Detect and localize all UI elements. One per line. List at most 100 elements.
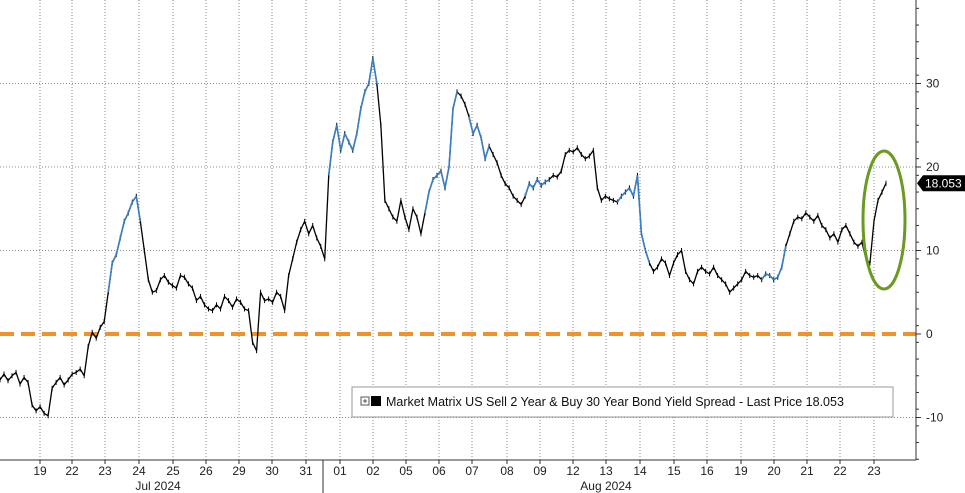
series-highlight-segment: [368, 58, 374, 84]
series-segment: [180, 274, 185, 278]
x-tick-label: 24: [132, 464, 146, 478]
y-tick-label: -10: [926, 411, 944, 425]
series-segment: [672, 254, 679, 264]
series-highlight-segment: [428, 179, 434, 193]
series-segment: [260, 291, 266, 301]
series-segment: [592, 150, 598, 188]
month-label: Aug 2024: [580, 479, 632, 493]
series-highlight-segment: [476, 125, 482, 139]
series-highlight-segment: [528, 183, 534, 189]
x-tick-label: 02: [366, 464, 380, 478]
series-segment: [613, 199, 618, 203]
series-highlight-segment: [131, 195, 137, 203]
series-highlight-segment: [444, 166, 450, 189]
x-tick-label: 13: [599, 464, 613, 478]
series-segment: [520, 195, 526, 205]
series-segment: [680, 250, 687, 272]
series-segment: [175, 275, 182, 289]
series-segment: [304, 221, 310, 234]
series-segment: [172, 285, 177, 289]
x-tick-label: 22: [833, 464, 847, 478]
series-segment: [677, 250, 683, 256]
series-highlight-segment: [780, 246, 787, 268]
series-segment: [51, 382, 57, 389]
series-segment: [556, 170, 562, 178]
series-segment: [292, 241, 298, 260]
series-segment: [813, 215, 819, 222]
series-segment: [211, 304, 218, 311]
series-segment: [99, 321, 105, 328]
series-highlight-segment: [372, 58, 378, 84]
series-segment: [91, 331, 97, 339]
x-tick-label: 29: [232, 464, 246, 478]
series-segment: [288, 258, 294, 276]
series-segment: [67, 373, 73, 381]
series-segment: [59, 377, 65, 386]
y-tick-label: 10: [926, 244, 940, 258]
series-segment: [504, 183, 510, 189]
series-segment: [697, 266, 703, 272]
series-highlight-segment: [644, 250, 651, 264]
series-highlight-segment: [339, 133, 346, 151]
x-tick-label: 23: [98, 464, 112, 478]
x-tick-label: 25: [166, 464, 180, 478]
x-tick-label: 07: [465, 464, 479, 478]
series-segment: [39, 406, 45, 414]
series-segment: [95, 327, 101, 339]
x-tick-label: 08: [500, 464, 514, 478]
series-segment: [380, 125, 386, 201]
series-segment: [833, 233, 839, 243]
series-segment: [320, 246, 326, 260]
legend-box: [351, 386, 894, 418]
series-segment: [853, 241, 859, 247]
series-segment: [684, 271, 691, 281]
x-tick-label: 30: [265, 464, 279, 478]
series-segment: [873, 200, 879, 222]
series-segment: [492, 154, 498, 164]
series-segment: [569, 149, 574, 153]
series-segment: [187, 283, 193, 289]
series-segment: [725, 283, 731, 293]
highlight-layer: [861, 149, 907, 291]
series-segment: [400, 200, 406, 218]
series-highlight-segment: [119, 221, 126, 239]
series-segment: [195, 295, 201, 302]
series-segment: [785, 233, 791, 247]
series-highlight-segment: [364, 83, 370, 93]
series-segment: [508, 187, 514, 197]
series-segment: [661, 258, 666, 264]
series-segment: [155, 279, 161, 291]
series-segment: [244, 308, 249, 312]
series-segment: [280, 296, 286, 311]
series-segment: [572, 147, 578, 153]
series-highlight-segment: [769, 274, 775, 281]
x-tick-label: 15: [667, 464, 681, 478]
series-segment: [388, 208, 394, 218]
series-segment: [817, 215, 823, 226]
series-segment: [845, 225, 851, 235]
series-segment: [733, 283, 739, 289]
series-segment: [488, 145, 494, 155]
series-segment: [849, 233, 855, 243]
series-segment: [272, 292, 278, 303]
series-segment: [741, 271, 747, 281]
series-segment: [255, 292, 262, 351]
series-highlight-segment: [424, 191, 430, 214]
axis-layer: -10 0 10 20 30 19 22 23 24 25 26 29 30 31 01 02 05 06 07 08…: [0, 0, 944, 493]
series-segment: [656, 258, 663, 268]
y-tick-label: 20: [926, 160, 940, 174]
legend: Market Matrix US Sell 2 Year & Buy 30 Ye…: [351, 386, 894, 418]
x-tick-label: 23: [867, 464, 881, 478]
series-segment: [412, 208, 418, 218]
series-highlight-segment: [135, 196, 142, 222]
x-tick-label: 31: [299, 464, 313, 478]
series-segment: [296, 229, 302, 243]
y-tick-label: 0: [926, 327, 933, 341]
series-segment: [276, 291, 282, 297]
series-segment: [580, 154, 586, 160]
series-segment: [264, 298, 269, 302]
series-segment: [152, 289, 157, 293]
series-segment: [199, 296, 206, 306]
series-segment: [300, 220, 306, 230]
